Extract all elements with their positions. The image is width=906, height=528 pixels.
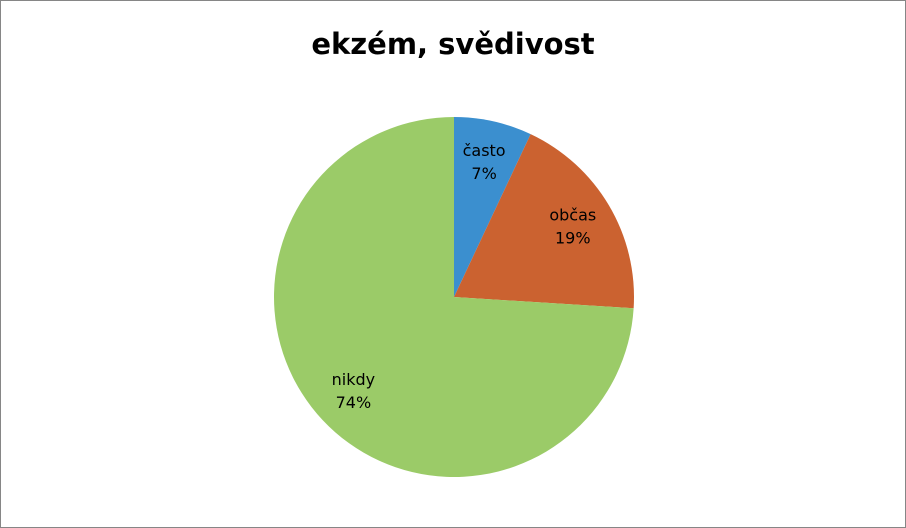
slice-category-label: občas xyxy=(549,205,596,224)
slice-value-label: 7% xyxy=(471,164,496,183)
pie-slice xyxy=(454,117,531,297)
slice-value-label: 19% xyxy=(555,228,591,247)
slice-value-label: 74% xyxy=(336,393,372,412)
slice-category-label: často xyxy=(463,141,506,160)
slice-category-label: nikdy xyxy=(332,370,375,389)
pie-slice xyxy=(274,117,634,477)
pie-slice xyxy=(454,134,635,309)
chart-title: ekzém, svědivost xyxy=(311,27,594,61)
